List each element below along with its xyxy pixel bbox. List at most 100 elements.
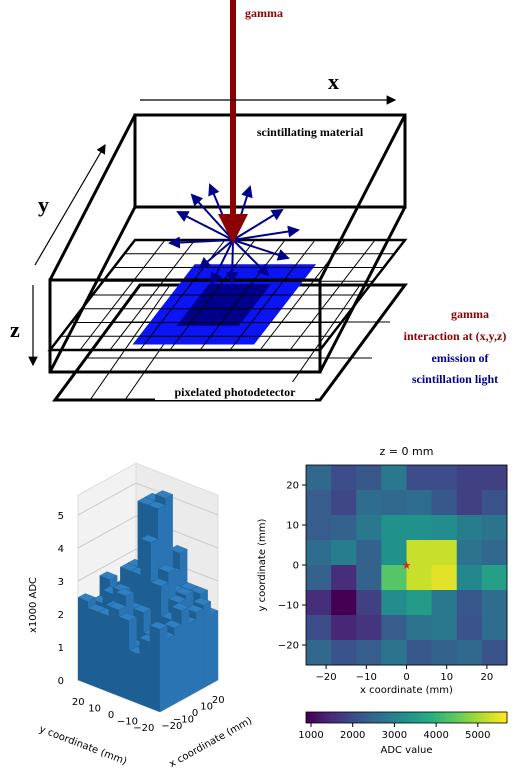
colorbar-tick-label: 3000	[382, 730, 407, 741]
bar-face	[88, 607, 99, 689]
heatmap-cell	[456, 615, 483, 641]
colorbar-tick-label: 2000	[340, 730, 365, 741]
shape-line	[318, 114, 407, 281]
heatmap-cell	[431, 590, 458, 616]
grid-line	[77, 548, 219, 582]
bar-face	[147, 500, 166, 510]
heatmap-cell	[406, 565, 433, 591]
colorbar-segment	[473, 712, 478, 723]
colorbar-segment	[366, 712, 371, 723]
colorbar-segment	[440, 712, 444, 723]
y-tick-label: −20	[278, 641, 299, 652]
shape-line	[190, 193, 234, 241]
bar-face	[157, 564, 177, 573]
heatmap-cell	[456, 565, 483, 591]
colorbar-segment	[396, 712, 401, 723]
heatmap-cell	[381, 565, 407, 591]
colorbar-segment	[490, 712, 495, 723]
heatmap-cell	[431, 490, 458, 516]
colorbar-segment	[356, 712, 361, 723]
heatmap-cell	[306, 540, 332, 566]
heatmap-cell	[431, 465, 458, 491]
colorbar-segment	[453, 712, 458, 723]
bar-face	[108, 605, 120, 697]
colorbar-segment	[429, 712, 434, 723]
heatmap-cell	[381, 640, 407, 666]
bar-face	[118, 616, 130, 701]
heatmap-cell	[356, 515, 382, 541]
heatmap-cell	[431, 615, 458, 641]
heatmap-cell	[331, 540, 357, 566]
x-tick-label: 10	[200, 702, 213, 713]
x-tick-label: −20	[316, 672, 337, 683]
colorbar-segment	[470, 712, 474, 723]
colorbar-tick-label: 1000	[298, 730, 323, 741]
bar-face	[175, 587, 194, 596]
heatmap-cell	[456, 515, 483, 541]
x-axis-label: x coordinate (mm)	[360, 685, 453, 696]
heatmap-cell	[481, 590, 508, 616]
heatmap-cell	[381, 490, 407, 516]
heatmap-cell	[406, 540, 433, 566]
colorbar-segment	[329, 712, 334, 723]
bar-face	[163, 619, 183, 629]
heatmap-cell	[431, 565, 458, 591]
colorbar-segment	[379, 712, 384, 723]
colorbar-tick-label: 5000	[465, 730, 490, 741]
bar-face	[99, 571, 118, 580]
y-tick-label: 0	[108, 710, 114, 721]
colorbar-segment	[493, 712, 498, 723]
interaction-marker: ★	[402, 559, 412, 572]
bar-face	[203, 601, 211, 689]
heatmap-cell	[481, 465, 508, 491]
heatmap-cell	[406, 465, 433, 491]
shape-line	[232, 239, 270, 277]
shape-polygon	[176, 284, 272, 326]
colorbar-segment	[373, 712, 377, 723]
z-tick-label: 5	[58, 511, 64, 522]
z-tick-label: 3	[58, 577, 64, 588]
colorbar-segment	[426, 712, 431, 723]
shape-line	[210, 239, 234, 285]
heatmap-cell	[331, 590, 357, 616]
heatmap-cell	[306, 640, 332, 666]
y-tick-label: 20	[72, 697, 85, 708]
heatmap-cell	[481, 540, 508, 566]
colorbar-segment	[416, 712, 421, 723]
y-axis-label: y coordinate (mm)	[257, 518, 268, 611]
heatmap-cell	[356, 465, 382, 491]
colorbar-segment	[446, 712, 451, 723]
colorbar-segment	[496, 712, 501, 723]
colorbar-segment	[352, 712, 357, 723]
y-tick-label: 10	[286, 521, 299, 532]
x-tick-label: 20	[481, 672, 494, 683]
bar-face	[77, 597, 89, 685]
heatmap-cell	[306, 615, 332, 641]
colorbar-segment	[332, 712, 337, 723]
x-tick-label: 10	[440, 672, 453, 683]
bar-face	[189, 586, 209, 595]
y-tick-label: 20	[286, 481, 299, 492]
bar-face	[174, 623, 182, 705]
heatmap-cell	[481, 615, 508, 641]
colorbar-segment	[309, 712, 314, 723]
colorbar-segment	[316, 712, 320, 723]
colorbar-segment	[476, 712, 481, 723]
colorbar-segment	[450, 712, 454, 723]
heatmap-cell	[331, 465, 357, 491]
grid-line	[77, 515, 219, 549]
colorbar-segment	[483, 712, 488, 723]
colorbar-segment	[322, 712, 327, 723]
z-label: z	[10, 317, 20, 342]
heatmap-cell	[456, 465, 483, 491]
legend-emission: emission of	[432, 351, 490, 365]
colorbar-segment	[389, 712, 394, 723]
bar-face	[115, 588, 134, 597]
y-tick-label: −10	[117, 716, 138, 727]
colorbar-segment	[319, 712, 324, 723]
bar-face	[210, 610, 219, 685]
colorbar-segment	[466, 712, 471, 723]
x-tick-label: −20	[161, 721, 182, 732]
y-tick-label: −20	[133, 723, 154, 734]
bar-face	[149, 625, 161, 713]
